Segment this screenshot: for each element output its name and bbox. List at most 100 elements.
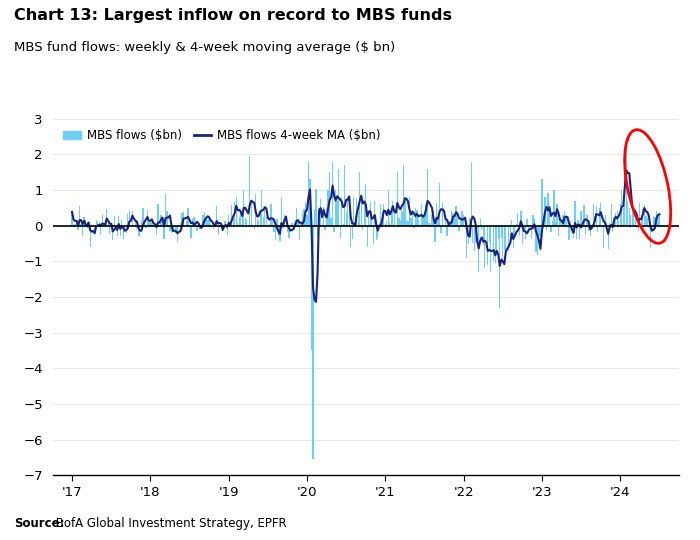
- Bar: [314, 209, 315, 226]
- Bar: [341, 197, 342, 226]
- Bar: [269, 224, 270, 226]
- Bar: [651, 226, 652, 231]
- Bar: [562, 215, 564, 226]
- Bar: [571, 226, 573, 231]
- Bar: [391, 211, 392, 226]
- Bar: [261, 190, 262, 226]
- Bar: [150, 223, 151, 226]
- Bar: [558, 226, 559, 237]
- Bar: [609, 223, 610, 226]
- Bar: [305, 202, 306, 226]
- Bar: [312, 226, 314, 459]
- Bar: [363, 204, 365, 226]
- Bar: [291, 224, 293, 226]
- Bar: [552, 221, 553, 226]
- Bar: [303, 208, 304, 226]
- Bar: [332, 161, 333, 226]
- Bar: [594, 215, 595, 226]
- Bar: [177, 226, 178, 242]
- Bar: [626, 137, 627, 226]
- Bar: [71, 212, 73, 226]
- Bar: [400, 221, 401, 226]
- Bar: [564, 212, 565, 226]
- Bar: [418, 220, 419, 226]
- Bar: [307, 215, 308, 226]
- Bar: [164, 194, 166, 226]
- Bar: [657, 217, 659, 226]
- Bar: [546, 226, 547, 231]
- Bar: [160, 214, 162, 226]
- Bar: [264, 210, 265, 226]
- Bar: [76, 221, 77, 226]
- Bar: [74, 224, 76, 226]
- Bar: [438, 218, 439, 226]
- Bar: [376, 226, 377, 240]
- Bar: [556, 204, 558, 226]
- Bar: [526, 219, 528, 226]
- Bar: [380, 204, 382, 226]
- Bar: [249, 156, 251, 226]
- Bar: [510, 226, 511, 237]
- Bar: [436, 202, 438, 226]
- Bar: [372, 226, 374, 244]
- Bar: [129, 211, 130, 226]
- Bar: [587, 215, 588, 226]
- Bar: [232, 219, 234, 226]
- Bar: [654, 217, 655, 226]
- Bar: [293, 226, 294, 229]
- Bar: [340, 226, 341, 238]
- Bar: [320, 199, 321, 226]
- Bar: [456, 206, 457, 226]
- Bar: [186, 221, 187, 226]
- Bar: [156, 226, 157, 235]
- Bar: [549, 208, 550, 226]
- Bar: [329, 172, 330, 226]
- Bar: [83, 217, 85, 226]
- Bar: [87, 226, 88, 228]
- Bar: [536, 226, 537, 252]
- Bar: [252, 225, 253, 226]
- Bar: [451, 212, 452, 226]
- Bar: [210, 224, 211, 226]
- Bar: [115, 226, 116, 227]
- Bar: [382, 212, 383, 226]
- Bar: [445, 215, 446, 226]
- Bar: [88, 225, 90, 226]
- Bar: [100, 226, 102, 235]
- Bar: [282, 226, 284, 228]
- Bar: [347, 197, 349, 226]
- Bar: [260, 212, 261, 226]
- Bar: [532, 215, 533, 226]
- Bar: [349, 212, 350, 226]
- Bar: [454, 218, 455, 226]
- Bar: [311, 226, 312, 350]
- Bar: [412, 210, 413, 226]
- Bar: [478, 226, 480, 272]
- Bar: [162, 226, 163, 227]
- Bar: [159, 225, 160, 226]
- Bar: [386, 221, 388, 226]
- Bar: [231, 205, 232, 226]
- Bar: [278, 226, 279, 235]
- Bar: [517, 213, 519, 226]
- Bar: [621, 190, 622, 226]
- Bar: [220, 226, 222, 228]
- Bar: [90, 226, 91, 247]
- Bar: [469, 218, 470, 226]
- Bar: [266, 217, 267, 226]
- Legend: MBS flows ($bn), MBS flows 4-week MA ($bn): MBS flows ($bn), MBS flows 4-week MA ($b…: [58, 125, 386, 147]
- Bar: [568, 226, 570, 240]
- Bar: [142, 208, 144, 226]
- Bar: [193, 217, 195, 226]
- Bar: [199, 226, 201, 228]
- Bar: [433, 212, 434, 226]
- Bar: [617, 212, 618, 226]
- Bar: [639, 202, 640, 226]
- Bar: [650, 226, 651, 248]
- Bar: [279, 226, 281, 241]
- Bar: [103, 223, 104, 226]
- Bar: [504, 226, 505, 250]
- Bar: [480, 219, 481, 226]
- Bar: [276, 219, 277, 226]
- Bar: [236, 197, 237, 226]
